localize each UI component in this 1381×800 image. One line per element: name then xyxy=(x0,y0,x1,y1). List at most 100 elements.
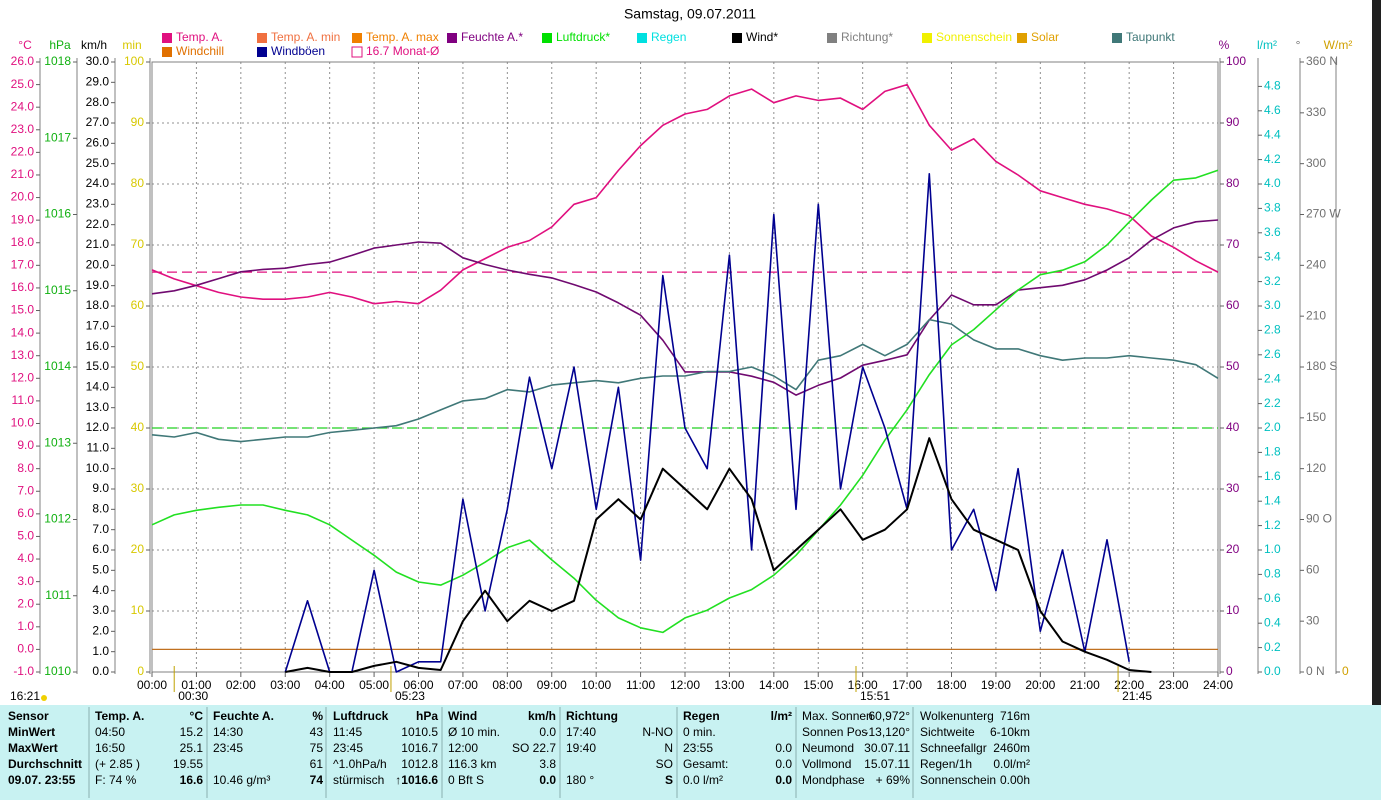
axis-unit: hPa xyxy=(49,38,71,52)
y-tick-label: 1018 xyxy=(44,54,71,68)
y-tick-label: 90 xyxy=(1226,115,1240,129)
table-cell: 74 xyxy=(310,773,324,787)
y-tick-label: 1.2 xyxy=(1264,518,1281,532)
y-tick-label: 19.0 xyxy=(86,278,110,292)
table-cell: km/h xyxy=(528,709,556,723)
y-tick-label: 24.0 xyxy=(11,99,35,113)
y-tick-label: 23.0 xyxy=(86,197,110,211)
y-tick-label: 40 xyxy=(131,420,145,434)
table-cell: 3.8 xyxy=(539,757,556,771)
axis-unit: W/m² xyxy=(1324,38,1353,52)
stats-panel xyxy=(0,705,1381,800)
y-tick-label: 2.8 xyxy=(1264,323,1281,337)
x-tick-label: 10:00 xyxy=(581,678,611,692)
x-tick-label: 05:00 xyxy=(359,678,389,692)
y-tick-label: 1.6 xyxy=(1264,469,1281,483)
table-cell: 19:40 xyxy=(566,741,596,755)
series-line xyxy=(151,318,1219,443)
y-tick-label: 70 xyxy=(131,237,145,251)
y-tick-label: 10 xyxy=(1226,603,1240,617)
x-tick-label: 24:00 xyxy=(1203,678,1233,692)
sun-time: 00:30 xyxy=(178,689,208,703)
x-tick-label: 09:00 xyxy=(537,678,567,692)
series-line xyxy=(151,169,1219,634)
series-line xyxy=(284,173,1130,673)
y-tick-label: 5.0 xyxy=(17,529,34,543)
y-tick-label: 0.0 xyxy=(92,664,109,678)
legend-swatch xyxy=(447,33,457,43)
y-tick-label: 70 xyxy=(1226,237,1240,251)
x-tick-label: 06:00 xyxy=(403,678,433,692)
y-tick-label: 12.0 xyxy=(11,370,35,384)
y-tick-label: 210 xyxy=(1306,308,1326,322)
table-cell: 10.46 g/m³ xyxy=(213,773,270,787)
table-cell: 6-10km xyxy=(990,725,1030,739)
y-tick-label: 10.0 xyxy=(86,461,110,475)
table-cell: 0 min. xyxy=(683,725,716,739)
table-cell: 09.07. 23:55 xyxy=(8,773,76,787)
table-cell: Schneefallgr xyxy=(920,741,987,755)
legend-label: Sonnenschein xyxy=(936,30,1012,44)
table-cell: F: 74 % xyxy=(95,773,137,787)
y-tick-label: 0 xyxy=(137,664,144,678)
table-cell: 0.0 xyxy=(775,757,792,771)
legend-swatch xyxy=(162,33,172,43)
y-tick-label: 6.0 xyxy=(92,542,109,556)
table-cell: 1010.5 xyxy=(401,725,438,739)
y-tick-label: 16.0 xyxy=(86,339,110,353)
y-tick-label: 4.2 xyxy=(1264,152,1281,166)
y-tick-label: 1.0 xyxy=(92,644,109,658)
legend-swatch xyxy=(637,33,647,43)
y-tick-label: 25.0 xyxy=(11,77,35,91)
table-cell: 43 xyxy=(310,725,324,739)
table-cell: + 69% xyxy=(876,773,911,787)
y-tick-label: 0.4 xyxy=(1264,615,1281,629)
table-cell: 0 Bft S xyxy=(448,773,484,787)
y-tick-label: 4.4 xyxy=(1264,127,1281,141)
legend-label: Taupunkt xyxy=(1126,30,1175,44)
y-tick-label: 0.6 xyxy=(1264,591,1281,605)
y-tick-label: 1.8 xyxy=(1264,445,1281,459)
y-tick-label: 300 xyxy=(1306,156,1326,170)
table-cell: Regen/1h xyxy=(920,757,972,771)
y-tick-label: 120 xyxy=(1306,461,1326,475)
y-tick-label: 60 xyxy=(131,298,145,312)
legend-label: Temp. A. xyxy=(176,30,223,44)
y-tick-label: 6.0 xyxy=(17,506,34,520)
table-cell: hPa xyxy=(416,709,438,723)
table-cell: Durchschnitt xyxy=(8,757,82,771)
axis-unit: ° xyxy=(1296,38,1301,52)
y-tick-label: 11.0 xyxy=(87,441,110,455)
y-tick-label: 40 xyxy=(1226,420,1240,434)
x-tick-label: 19:00 xyxy=(981,678,1011,692)
table-cell: 30.07.11 xyxy=(864,741,910,755)
y-tick-label: 8.0 xyxy=(92,502,109,516)
table-cell: 23:45 xyxy=(333,741,363,755)
table-cell: 0.0 xyxy=(775,773,792,787)
table-cell: % xyxy=(312,709,323,723)
series-line xyxy=(151,83,1219,305)
y-tick-label: 16.0 xyxy=(11,280,35,294)
y-tick-label: 330 xyxy=(1306,105,1326,119)
legend-label: Temp. A. max xyxy=(366,30,439,44)
legend-label: Windchill xyxy=(176,44,224,58)
chart-title: Samstag, 09.07.2011 xyxy=(624,6,756,22)
table-cell: 0.0 xyxy=(539,725,556,739)
x-tick-label: 03:00 xyxy=(270,678,300,692)
table-cell: 2460m xyxy=(993,741,1030,755)
table-cell: N-NO xyxy=(642,725,673,739)
legend-swatch xyxy=(542,33,552,43)
series-line xyxy=(151,219,1219,396)
y-tick-label: 14.0 xyxy=(11,325,35,339)
table-cell: Richtung xyxy=(566,709,618,723)
legend-swatch xyxy=(1017,33,1027,43)
table-cell: Sichtweite xyxy=(920,725,975,739)
table-cell: Sensor xyxy=(8,709,49,723)
y-tick-label: -1.0 xyxy=(13,664,34,678)
y-tick-label: 15.0 xyxy=(86,359,110,373)
table-cell: 15.07.11 xyxy=(864,757,910,771)
y-tick-label: 21.0 xyxy=(11,167,35,181)
y-tick-label: 17.0 xyxy=(11,258,35,272)
x-tick-label: 04:00 xyxy=(315,678,345,692)
